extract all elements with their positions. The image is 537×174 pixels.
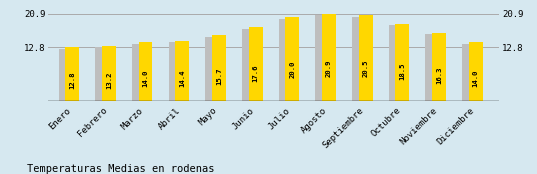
Text: 18.5: 18.5 [399, 63, 405, 80]
Bar [352, 17, 366, 101]
Bar [212, 35, 226, 101]
Text: 14.0: 14.0 [142, 70, 149, 88]
Text: 13.2: 13.2 [106, 71, 112, 89]
Bar [469, 42, 483, 101]
Bar [322, 14, 336, 101]
Text: 14.4: 14.4 [179, 69, 185, 87]
Bar [102, 46, 116, 101]
Bar [359, 15, 373, 101]
Bar [242, 29, 256, 101]
Bar [139, 42, 153, 101]
Bar [249, 27, 263, 101]
Bar [279, 19, 293, 101]
Bar [389, 25, 403, 101]
Text: Temperaturas Medias en rodenas: Temperaturas Medias en rodenas [27, 164, 214, 174]
Text: 20.5: 20.5 [362, 60, 368, 77]
Text: 20.0: 20.0 [289, 60, 295, 78]
Bar [95, 47, 109, 101]
Text: 20.9: 20.9 [326, 59, 332, 77]
Bar [169, 42, 183, 101]
Bar [65, 48, 79, 101]
Bar [315, 15, 329, 101]
Bar [425, 34, 439, 101]
Bar [432, 33, 446, 101]
Bar [205, 37, 219, 101]
Text: 16.3: 16.3 [436, 66, 442, 84]
Bar [59, 49, 72, 101]
Text: 17.6: 17.6 [252, 64, 258, 82]
Bar [462, 44, 476, 101]
Bar [395, 24, 409, 101]
Bar [285, 17, 299, 101]
Text: 15.7: 15.7 [216, 67, 222, 85]
Text: 14.0: 14.0 [473, 70, 478, 88]
Bar [175, 41, 189, 101]
Text: 12.8: 12.8 [69, 72, 75, 89]
Bar [132, 44, 146, 101]
